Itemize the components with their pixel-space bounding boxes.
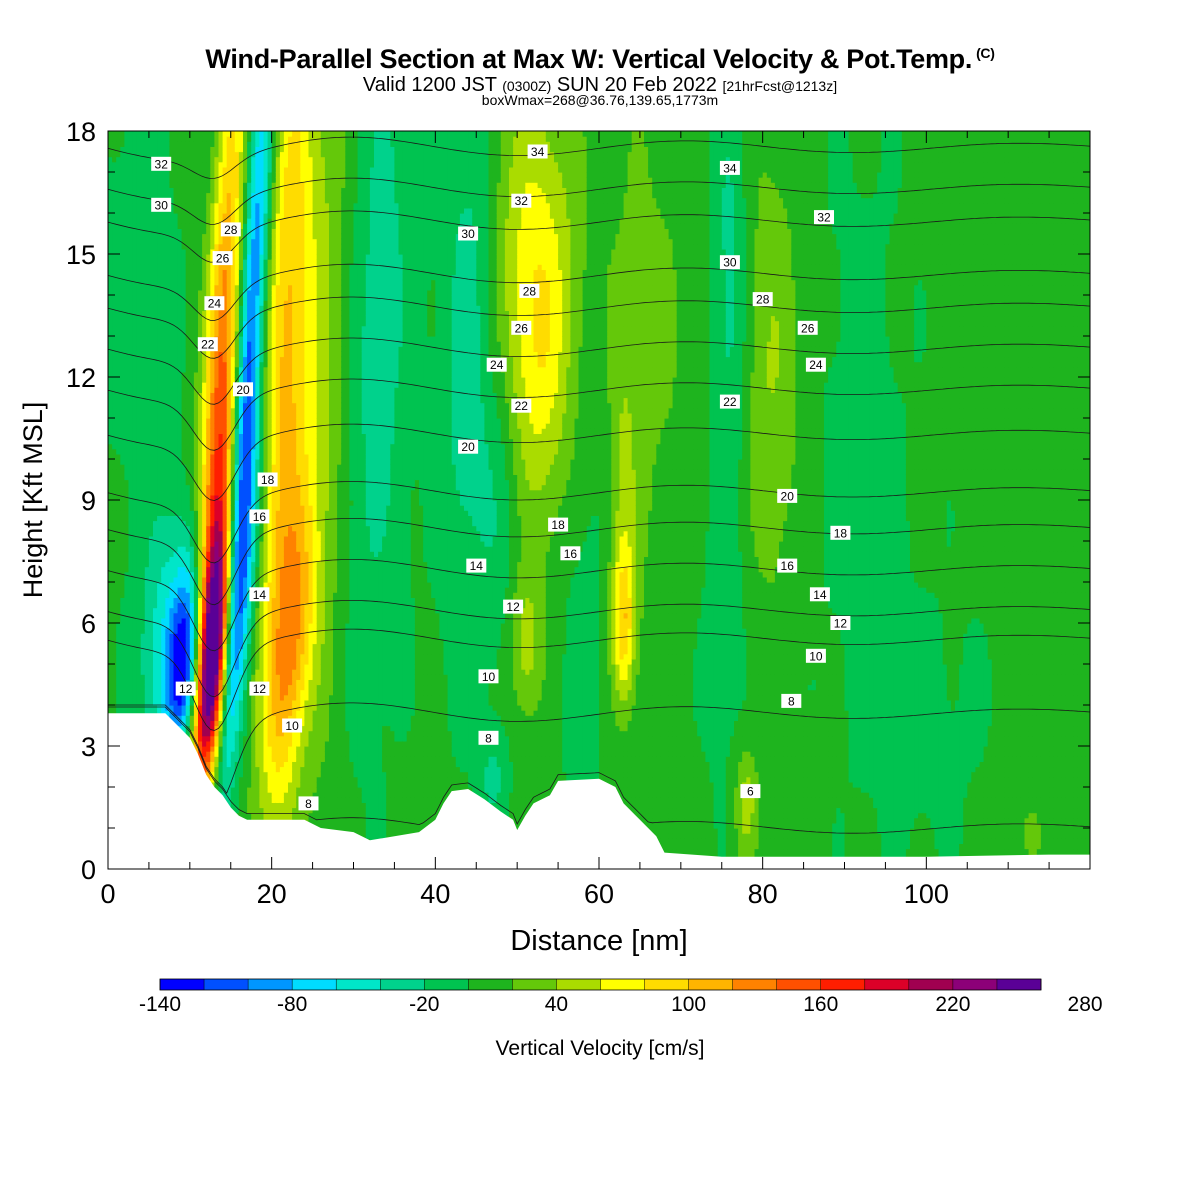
colorbar-swatch — [160, 979, 204, 990]
colorbar-swatch — [689, 979, 733, 990]
contour-label: 8 — [479, 731, 499, 746]
x-tick-label: 80 — [748, 879, 778, 909]
contour-label: 20 — [777, 489, 797, 504]
x-tick-label: 100 — [904, 879, 949, 909]
colorbar-swatch — [468, 979, 512, 990]
colorbar-swatch — [733, 979, 777, 990]
x-tick-label: 0 — [100, 879, 115, 909]
colorbar-swatch — [424, 979, 468, 990]
contour-label: 22 — [511, 399, 531, 414]
velocity-field — [108, 131, 1091, 870]
contour-label: 20 — [233, 382, 253, 397]
colorbar-swatch — [204, 979, 248, 990]
contour-label: 26 — [213, 251, 233, 266]
colorbar-swatch — [997, 979, 1041, 990]
contour-label: 18 — [830, 526, 850, 541]
colorbar-tick-label: -20 — [409, 993, 439, 1017]
colorbar-swatch — [601, 979, 645, 990]
contour-label: 32 — [151, 157, 171, 172]
contour-label: 6 — [740, 784, 760, 799]
colorbar-swatch — [292, 979, 336, 990]
contour-label: 14 — [466, 559, 486, 574]
colorbar — [160, 979, 1041, 990]
contour-label: 24 — [806, 358, 826, 373]
x-tick-label: 40 — [420, 879, 450, 909]
contour-label: 12 — [503, 600, 523, 615]
colorbar-tick-label: 40 — [545, 993, 568, 1017]
y-tick-label: 9 — [81, 486, 96, 516]
colorbar-tick-label: 220 — [935, 993, 970, 1017]
contour-label: 16 — [560, 546, 580, 561]
colorbar-tick-label: 100 — [671, 993, 706, 1017]
colorbar-swatch — [512, 979, 556, 990]
y-tick-label: 6 — [81, 609, 96, 639]
contour-label: 12 — [176, 682, 196, 697]
contour-label: 10 — [479, 669, 499, 684]
contour-label: 18 — [548, 518, 568, 533]
colorbar-swatch — [380, 979, 424, 990]
x-axis-label: Distance [nm] — [510, 925, 687, 957]
contour-label: 22 — [720, 395, 740, 410]
contour-label: 24 — [204, 296, 224, 311]
contour-label: 22 — [198, 337, 218, 352]
colorbar-swatch — [821, 979, 865, 990]
contour-label: 30 — [458, 227, 478, 242]
contour-label: 16 — [777, 559, 797, 574]
contour-label: 32 — [814, 210, 834, 225]
x-tick-label: 20 — [257, 879, 287, 909]
contour-label: 10 — [806, 649, 826, 664]
colorbar-tick-label: 280 — [1068, 993, 1103, 1017]
colorbar-title: Vertical Velocity [cm/s] — [0, 1037, 1200, 1061]
colorbar-tick-label: 160 — [803, 993, 838, 1017]
contour-label: 30 — [720, 255, 740, 270]
contour-label: 8 — [781, 694, 801, 709]
colorbar-swatch — [865, 979, 909, 990]
contour-label: 10 — [282, 719, 302, 734]
colorbar-swatch — [336, 979, 380, 990]
contour-label: 34 — [720, 161, 740, 176]
colorbar-swatch — [645, 979, 689, 990]
contour-label: 12 — [830, 616, 850, 631]
contour-label: 32 — [511, 194, 531, 209]
y-tick-label: 3 — [81, 732, 96, 762]
contour-label: 16 — [249, 509, 269, 524]
contour-label: 26 — [798, 321, 818, 336]
colorbar-swatch — [777, 979, 821, 990]
contour-label: 34 — [528, 145, 548, 160]
colorbar-swatch — [909, 979, 953, 990]
contour-label: 20 — [458, 440, 478, 455]
x-tick-label: 60 — [584, 879, 614, 909]
y-tick-label: 15 — [66, 240, 96, 270]
colorbar-tick-label: -140 — [139, 993, 181, 1017]
y-axis-label: Height [Kft MSL] — [18, 402, 48, 599]
contour-label: 24 — [487, 358, 507, 373]
contour-label: 28 — [221, 222, 241, 237]
contour-label: 28 — [519, 284, 539, 299]
colorbar-swatch — [248, 979, 292, 990]
contour-label: 12 — [249, 682, 269, 697]
y-tick-label: 12 — [66, 363, 96, 393]
contour-label: 28 — [753, 292, 773, 307]
contour-label: 30 — [151, 198, 171, 213]
colorbar-tick-label: -80 — [277, 993, 307, 1017]
colorbar-swatch — [953, 979, 997, 990]
colorbar-swatch — [557, 979, 601, 990]
y-tick-label: 0 — [81, 855, 96, 885]
contour-label: 8 — [299, 796, 319, 811]
contour-label: 14 — [249, 587, 269, 602]
contour-label: 14 — [810, 587, 830, 602]
contour-label: 26 — [511, 321, 531, 336]
contour-label: 18 — [258, 473, 278, 488]
y-tick-label: 18 — [66, 117, 96, 147]
